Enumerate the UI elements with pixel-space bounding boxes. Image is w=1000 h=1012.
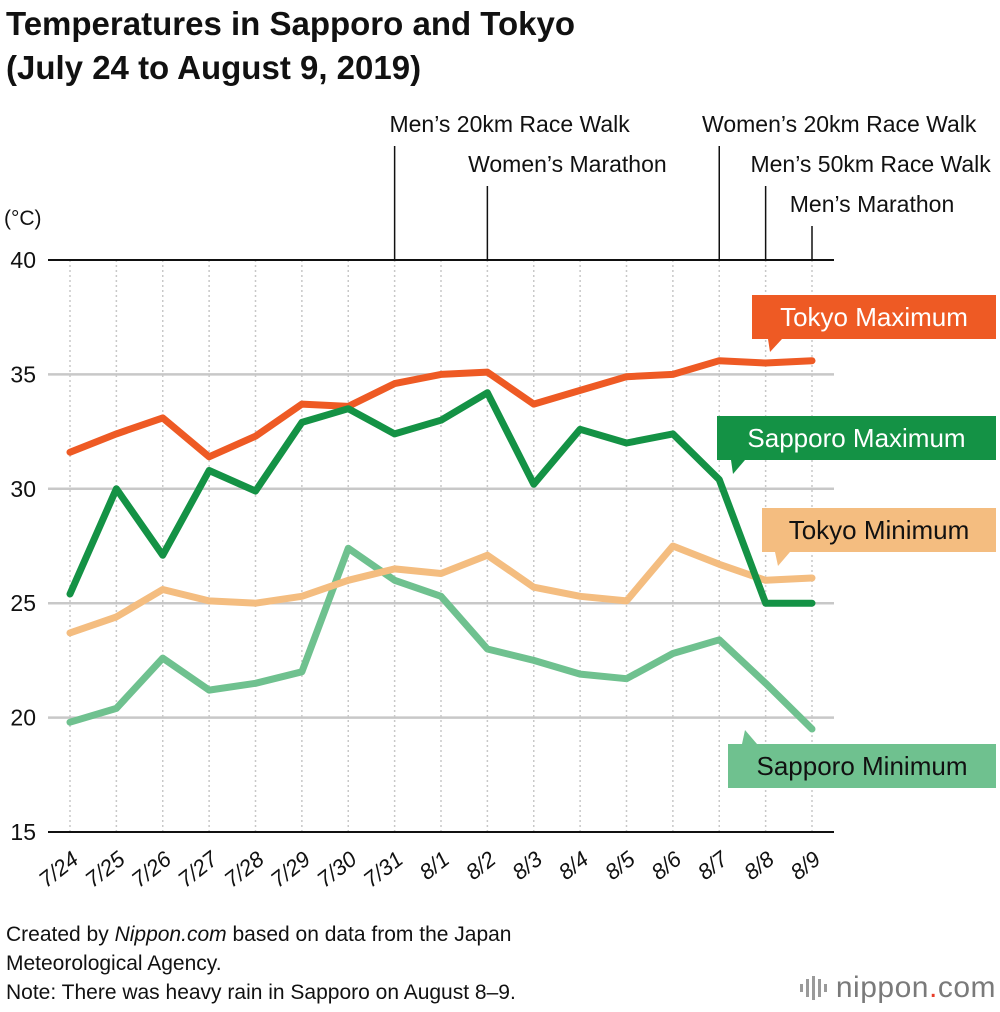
logo-dot: . xyxy=(928,971,938,1004)
logo-name: nippon xyxy=(835,971,929,1004)
axes: 15 20 25 30 35 40 (°C) 7/247/257/267/277/287/29… xyxy=(4,207,834,892)
series-label-box-sapporo-maximum xyxy=(717,416,996,460)
x-tick-label-7-30: 7/30 xyxy=(312,846,362,893)
chart-title-line-2: (July 24 to August 9, 2019) xyxy=(6,49,422,86)
x-tick-label-8-8: 8/8 xyxy=(739,846,779,885)
source-credit-suffix: based on data from the Japan xyxy=(226,923,512,946)
series-label-tokyo-minimum: Tokyo Minimum xyxy=(762,508,996,566)
source-credit-prefix: Created by xyxy=(6,923,115,946)
x-tick-label-8-9: 8/9 xyxy=(786,846,825,885)
series-label-box-sapporo-minimum xyxy=(728,744,996,788)
x-tick-label-8-6: 8/6 xyxy=(646,846,686,885)
series-label-text-tokyo-maximum: Tokyo Maximum xyxy=(780,302,968,332)
x-tick-label-7-28: 7/28 xyxy=(219,846,269,893)
event-label-men-s-20km-race-walk: Men’s 20km Race Walk xyxy=(389,111,630,137)
source-credit-line-2: Meteorological Agency. xyxy=(6,952,222,975)
x-tick-label-7-31: 7/31 xyxy=(359,846,408,892)
chart-title: Temperatures in Sapporo and Tokyo (July … xyxy=(6,2,986,90)
x-tick-label-7-24: 7/24 xyxy=(34,846,83,892)
x-tick-label-7-27: 7/27 xyxy=(173,846,223,893)
temperature-line-chart: Men’s 20km Race Walk Women’s Marathon Wome… xyxy=(4,111,996,892)
source-credit: Created by Nippon.com based on data from… xyxy=(6,920,706,949)
series-line-sapporo-minimum xyxy=(66,544,816,733)
series-label-sapporo-minimum: Sapporo Minimum xyxy=(728,730,996,788)
series-lines xyxy=(66,357,816,733)
x-tick-label-7-25: 7/25 xyxy=(80,846,130,893)
x-tick-label-8-1: 8/1 xyxy=(415,846,454,885)
y-tick-label-20: 20 xyxy=(10,705,36,731)
y-tick-label-30: 30 xyxy=(10,476,36,502)
event-label-women-s-marathon: Women’s Marathon xyxy=(468,151,667,177)
series-label-pointer-tokyo-minimum xyxy=(775,552,790,566)
x-tick-label-8-7: 8/7 xyxy=(693,846,733,885)
series-line-tokyo-maximum xyxy=(66,357,816,461)
logo-tld: com xyxy=(937,971,996,1004)
series-label-box-tokyo-maximum xyxy=(752,295,996,339)
series-label-pointer-sapporo-minimum xyxy=(742,730,757,744)
x-tick-label-8-2: 8/2 xyxy=(461,846,500,885)
event-label-women-s-20km-race-walk: Women’s 20km Race Walk xyxy=(702,111,977,137)
event-label-men-s-50km-race-walk: Men’s 50km Race Walk xyxy=(750,151,991,177)
y-tick-label-15: 15 xyxy=(10,819,36,845)
series-label-pointer-tokyo-maximum xyxy=(768,339,782,352)
event-markers: Men’s 20km Race Walk Women’s Marathon Wome… xyxy=(389,111,991,260)
source-name: Nippon.com xyxy=(114,923,227,946)
x-tick-label-8-5: 8/5 xyxy=(600,846,640,885)
bars-logo-icon xyxy=(799,976,827,1000)
footnote: Note: There was heavy rain in Sapporo on… xyxy=(6,981,516,1004)
x-tick-label-8-4: 8/4 xyxy=(554,846,593,885)
series-labels: Tokyo Maximum Sapporo Maximum Tokyo Minimu… xyxy=(717,295,996,788)
series-label-pointer-sapporo-maximum xyxy=(731,460,745,474)
series-label-text-sapporo-minimum: Sapporo Minimum xyxy=(757,751,968,781)
y-axis-unit-label: (°C) xyxy=(4,207,42,230)
y-tick-label-25: 25 xyxy=(10,590,36,616)
event-label-men-s-marathon: Men’s Marathon xyxy=(790,191,955,217)
logo-wordmark: nippon.com xyxy=(836,971,996,1005)
series-label-tokyo-maximum: Tokyo Maximum xyxy=(752,295,996,352)
series-label-text-tokyo-minimum: Tokyo Minimum xyxy=(789,515,970,545)
y-tick-label-35: 35 xyxy=(10,361,36,387)
nippon-logo: nippon.com xyxy=(798,968,996,1008)
x-tick-label-7-26: 7/26 xyxy=(127,846,177,893)
series-line-tokyo-minimum xyxy=(66,542,816,637)
series-label-box-tokyo-minimum xyxy=(762,508,996,552)
chart-title-line-1: Temperatures in Sapporo and Tokyo xyxy=(6,5,576,42)
series-label-text-sapporo-maximum: Sapporo Maximum xyxy=(747,423,965,453)
series-line-sapporo-maximum xyxy=(66,389,816,607)
x-tick-label-7-29: 7/29 xyxy=(266,846,315,892)
x-tick-label-8-3: 8/3 xyxy=(507,846,547,885)
y-tick-label-40: 40 xyxy=(10,247,36,273)
chart-footer: Created by Nippon.com based on data from… xyxy=(6,920,706,1007)
series-label-sapporo-maximum: Sapporo Maximum xyxy=(717,416,996,474)
